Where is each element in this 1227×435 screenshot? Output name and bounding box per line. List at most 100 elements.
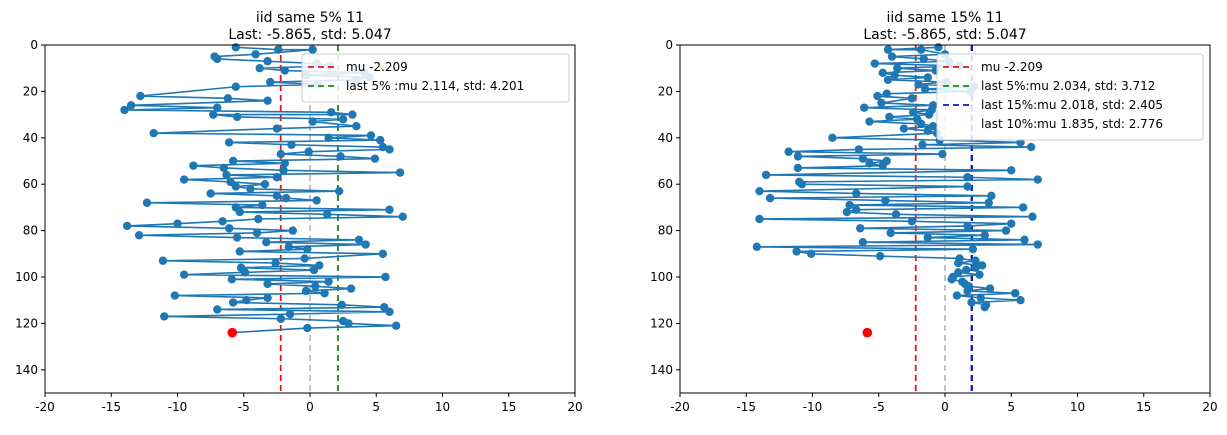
legend-box [301, 53, 570, 103]
data-point [962, 265, 971, 275]
data-point [987, 191, 996, 200]
data-point [920, 84, 930, 94]
data-point [324, 277, 333, 286]
data-point [334, 186, 344, 196]
data-point [877, 98, 886, 108]
data-point [252, 228, 262, 238]
data-point [971, 263, 980, 272]
data-point [909, 108, 918, 117]
data-point [361, 240, 370, 249]
y-tick-label: 0 [665, 38, 673, 52]
x-tick-label: 15 [1136, 400, 1151, 414]
data-point [856, 224, 865, 233]
data-point [854, 145, 864, 154]
x-tick-label: 5 [372, 400, 380, 414]
y-tick-label: 120 [650, 316, 673, 330]
data-point [303, 244, 312, 254]
data-point [263, 57, 272, 66]
data-point [213, 103, 222, 112]
x-tick-label: 20 [1202, 400, 1217, 414]
chart-right: iid same 15% 11 Last: -5.865, std: 5.047… [650, 10, 1218, 414]
data-point [980, 302, 989, 312]
chart-title-line2: Last: -5.865, std: 5.047 [863, 27, 1026, 43]
data-point [280, 66, 290, 75]
data-point [303, 323, 312, 333]
data-point [934, 43, 943, 52]
data-point [976, 293, 985, 303]
data-point [914, 80, 923, 89]
data-point [984, 198, 993, 207]
data-point [963, 173, 972, 182]
data-point [963, 286, 972, 296]
data-point [975, 270, 984, 279]
data-point [254, 214, 263, 224]
y-tick-label: 40 [658, 131, 673, 145]
data-point [971, 256, 980, 265]
y-tick-label: 120 [15, 316, 38, 330]
data-point [985, 284, 995, 293]
x-tick-label: 10 [435, 400, 450, 414]
data-point [142, 198, 152, 207]
data-point [280, 159, 290, 168]
data-point [231, 82, 240, 91]
data-point [899, 124, 909, 133]
data-point [797, 180, 807, 189]
data-point [218, 217, 227, 226]
data-point [263, 96, 272, 105]
data-point [370, 154, 380, 163]
data-point [1016, 296, 1025, 305]
y-tick-label: 80 [23, 224, 38, 238]
data-point [1028, 212, 1037, 221]
data-point [891, 210, 901, 219]
legend-label: last 10%:mu 1.835, std: 2.776 [981, 117, 1163, 131]
data-point [1007, 166, 1016, 175]
data-point [761, 170, 771, 180]
data-point [378, 142, 388, 152]
data-point [274, 45, 283, 54]
y-tick-label: 20 [23, 84, 38, 98]
data-point [882, 89, 891, 98]
data-point [1018, 203, 1028, 212]
data-point [272, 173, 282, 182]
data-point [311, 282, 320, 291]
last-point [862, 327, 873, 338]
data-point [170, 291, 180, 300]
x-tick-label: -15 [736, 400, 756, 414]
data-point [308, 45, 317, 54]
x-tick-label: -20 [670, 400, 690, 414]
data-point [271, 258, 280, 268]
data-point [1026, 142, 1036, 152]
x-tick-label: 0 [306, 400, 314, 414]
y-tick-label: 140 [650, 363, 673, 377]
data-point [842, 207, 852, 217]
data-point [858, 238, 868, 247]
data-point [886, 228, 895, 238]
data-point [865, 117, 874, 126]
data-point [893, 63, 902, 73]
data-point [858, 154, 868, 163]
data-point [179, 175, 189, 184]
data-point [963, 182, 972, 191]
data-point [263, 279, 272, 289]
legend: mu -2.209 last 5%:mu 2.034, std: 3.712 las… [936, 53, 1204, 141]
data-point [907, 94, 917, 103]
data-point [968, 244, 978, 254]
legend: mu -2.209 last 5% :mu 2.114, std: 4.201 [301, 53, 570, 103]
data-point [263, 293, 272, 303]
data-point [227, 275, 237, 284]
data-point [881, 196, 890, 205]
data-point [235, 247, 244, 256]
data-point [952, 291, 962, 300]
x-tick-label: 15 [501, 400, 516, 414]
data-point [354, 235, 364, 245]
data-point [304, 147, 313, 156]
x-tick-label: -5 [238, 400, 250, 414]
data-point [179, 270, 189, 279]
data-point [1001, 226, 1011, 235]
data-point [246, 184, 255, 194]
data-point [323, 210, 332, 219]
data-point [346, 284, 356, 293]
data-point [324, 133, 333, 142]
data-point [366, 131, 376, 140]
